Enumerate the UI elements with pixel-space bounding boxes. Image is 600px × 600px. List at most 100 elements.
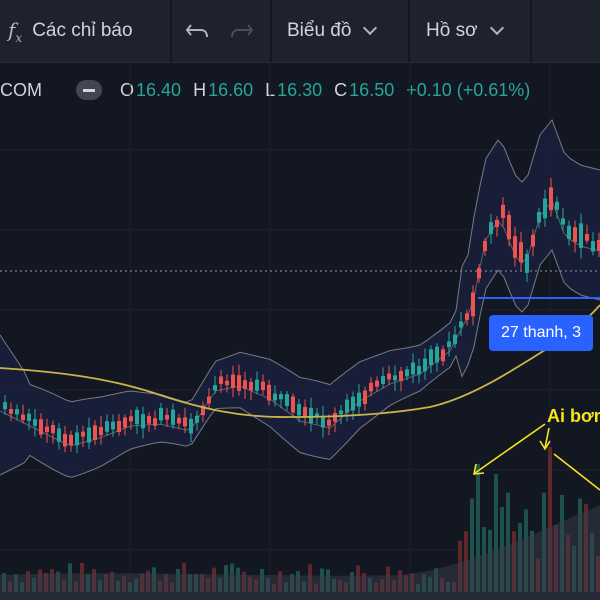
top-toolbar: fx Các chỉ báo Biểu đồ Hồ sơ (0, 0, 600, 63)
redo-icon (231, 24, 254, 38)
indicators-button[interactable]: fx Các chỉ báo (8, 0, 133, 62)
close-value: 16.50 (349, 79, 395, 100)
candle-body (111, 421, 115, 430)
candle-body (291, 396, 295, 413)
high-label: H (193, 79, 207, 100)
candle-body (279, 394, 283, 400)
candle-body (381, 375, 385, 384)
price-chart[interactable] (0, 62, 600, 600)
candle-body (171, 409, 175, 425)
candle-body (99, 426, 103, 436)
candle-body (135, 409, 139, 425)
candle-body (75, 432, 79, 446)
candle-body (3, 402, 7, 410)
bollinger-upper-line (0, 118, 600, 403)
candle-body (21, 414, 25, 421)
candle-body (345, 399, 349, 413)
candle-body (423, 358, 427, 372)
candle-body (45, 426, 49, 433)
candle-body (267, 384, 271, 401)
candle-body (483, 241, 487, 252)
minus-icon[interactable] (76, 80, 102, 100)
candle-body (459, 321, 463, 328)
candle-body (405, 369, 409, 377)
candle-body (195, 415, 199, 423)
change-value: +0.10 (+0.61%) (406, 79, 531, 100)
chart-menu-button[interactable]: Biểu đồ (287, 0, 378, 62)
candle-body (285, 394, 289, 406)
candle-body (69, 434, 73, 446)
candle-body (261, 381, 265, 391)
candle-body (375, 380, 379, 387)
candle-body (519, 242, 523, 263)
candle-body (579, 223, 583, 248)
candle-body (429, 349, 433, 366)
candle-body (255, 379, 259, 391)
candle-body (207, 396, 211, 404)
candle-body (399, 371, 403, 382)
candle-body (441, 349, 445, 362)
candle-body (303, 406, 307, 417)
volume-ma-area (0, 505, 600, 600)
candle-body (309, 407, 313, 424)
symbol-name: COM (0, 79, 42, 100)
high-value: 16.60 (208, 79, 254, 100)
bollinger-lower-line (0, 248, 600, 478)
candle-body (489, 222, 493, 235)
candle-body (87, 427, 91, 443)
candle-body (369, 382, 373, 392)
redo-button[interactable] (228, 0, 254, 62)
candle-body (525, 253, 529, 273)
candle-body (63, 433, 67, 447)
candle-body (177, 417, 181, 424)
candle-body (93, 425, 97, 440)
candle-body (153, 418, 157, 426)
candle-body (453, 334, 457, 345)
annotation-arrows (473, 423, 600, 491)
volume-bar (548, 447, 552, 592)
candle-body (561, 218, 565, 225)
chevron-down-icon (489, 20, 504, 36)
profile-menu-button[interactable]: Hồ sơ (426, 0, 504, 62)
candle-body (393, 375, 397, 381)
indicators-label: Các chỉ báo (32, 20, 133, 41)
candle-body (495, 219, 499, 228)
candle-body (465, 313, 469, 320)
candle-body (117, 420, 121, 433)
measure-tooltip: 27 thanh, 3 (489, 315, 594, 351)
candle-body (333, 412, 337, 422)
candle-body (585, 234, 589, 241)
candle-body (513, 236, 517, 258)
candle-body (231, 374, 235, 388)
candle-body (447, 341, 451, 348)
candle-body (237, 375, 241, 391)
candle-body (201, 405, 205, 416)
candle-body (471, 292, 475, 317)
candle-body (363, 390, 367, 404)
toolbar-divider (530, 0, 532, 62)
candle-body (105, 421, 109, 432)
candle-body (327, 419, 331, 426)
candle-body (249, 381, 253, 391)
candle-body (477, 267, 481, 279)
candle-body (213, 385, 217, 391)
candle-body (51, 424, 55, 434)
ohlc-legend: COM O 16.40 H 16.60 L 16.30 C 16.50 +0.1… (0, 76, 530, 104)
annotation-label: Ai bơm (547, 406, 600, 426)
candle-body (435, 346, 439, 363)
candle-body (33, 419, 37, 426)
candle-body (39, 419, 43, 435)
candle-body (225, 380, 229, 386)
candle-body (411, 362, 415, 375)
undo-button[interactable] (185, 0, 211, 62)
candle-body (321, 416, 325, 428)
fx-icon: fx (8, 17, 23, 45)
candle-body (507, 214, 511, 240)
candle-body (537, 212, 541, 223)
toolbar-divider (270, 0, 272, 62)
chart-menu-label: Biểu đồ (287, 20, 352, 41)
candle-body (315, 413, 319, 418)
candle-body (141, 414, 145, 429)
toolbar-divider (170, 0, 172, 62)
candle-body (81, 431, 85, 437)
